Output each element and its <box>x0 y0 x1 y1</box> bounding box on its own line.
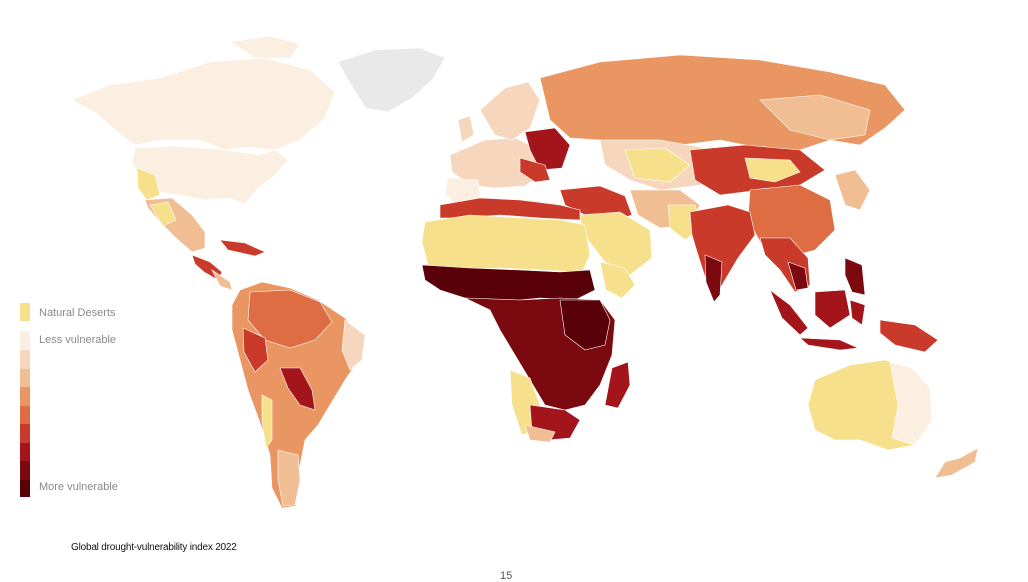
region-borneo <box>814 289 851 329</box>
region-scandinavia <box>479 81 541 141</box>
region-mexico-north <box>149 201 177 227</box>
region-east-africa <box>559 299 611 351</box>
legend-swatch-5 <box>20 424 30 443</box>
legend-swatch-0 <box>20 331 30 350</box>
legend-swatch-2 <box>20 369 30 387</box>
legend-swatch-6 <box>20 443 30 461</box>
region-new-zealand <box>934 447 979 479</box>
region-brazil-east <box>341 319 366 371</box>
legend-label-less-vulnerable: Less vulnerable <box>39 334 117 346</box>
region-uk <box>457 115 475 143</box>
region-eastern-europe <box>524 127 571 171</box>
region-arabia <box>577 211 653 276</box>
legend-swatch-desert <box>20 303 30 321</box>
region-australia-east <box>889 361 933 446</box>
region-new-guinea <box>879 319 939 353</box>
region-chile-desert <box>261 394 273 449</box>
region-sahara <box>421 214 591 273</box>
region-korea-japan <box>834 169 871 211</box>
region-greenland <box>337 47 446 113</box>
legend-swatch-4 <box>20 406 30 424</box>
region-madagascar <box>604 361 631 409</box>
region-sulawesi <box>849 299 866 326</box>
region-arctic-islands <box>229 35 301 59</box>
legend-swatch-1 <box>20 350 30 369</box>
region-peru-east <box>242 327 269 373</box>
region-indochina-south <box>787 261 809 291</box>
region-india <box>689 204 756 301</box>
legend-label-natural-deserts: Natural Deserts <box>39 307 116 319</box>
region-bolivia-paraguay <box>279 367 316 411</box>
region-central-asia-desert <box>624 147 691 183</box>
region-india-south <box>704 254 723 303</box>
region-java <box>799 337 860 351</box>
region-us-southwest <box>136 167 161 201</box>
region-sumatra <box>769 289 809 336</box>
page-number: 15 <box>500 570 513 582</box>
region-horn-africa <box>599 261 636 299</box>
region-cuba <box>219 239 266 257</box>
region-south-africa-tip <box>524 424 556 443</box>
region-balkans <box>519 157 551 183</box>
region-canada <box>71 57 336 151</box>
region-amazon-north <box>247 289 333 349</box>
region-argentina-south <box>277 449 301 507</box>
legend-swatch-3 <box>20 387 30 406</box>
legend-swatch-8 <box>20 480 30 497</box>
region-central-america-south <box>211 269 233 291</box>
legend-swatch-7 <box>20 461 30 480</box>
region-gobi <box>744 157 801 183</box>
legend-label-more-vulnerable: More vulnerable <box>39 481 118 493</box>
map-caption: Global drought-vulnerability index 2022 <box>71 542 237 553</box>
region-russia-east <box>759 94 871 141</box>
region-philippines <box>844 257 866 296</box>
